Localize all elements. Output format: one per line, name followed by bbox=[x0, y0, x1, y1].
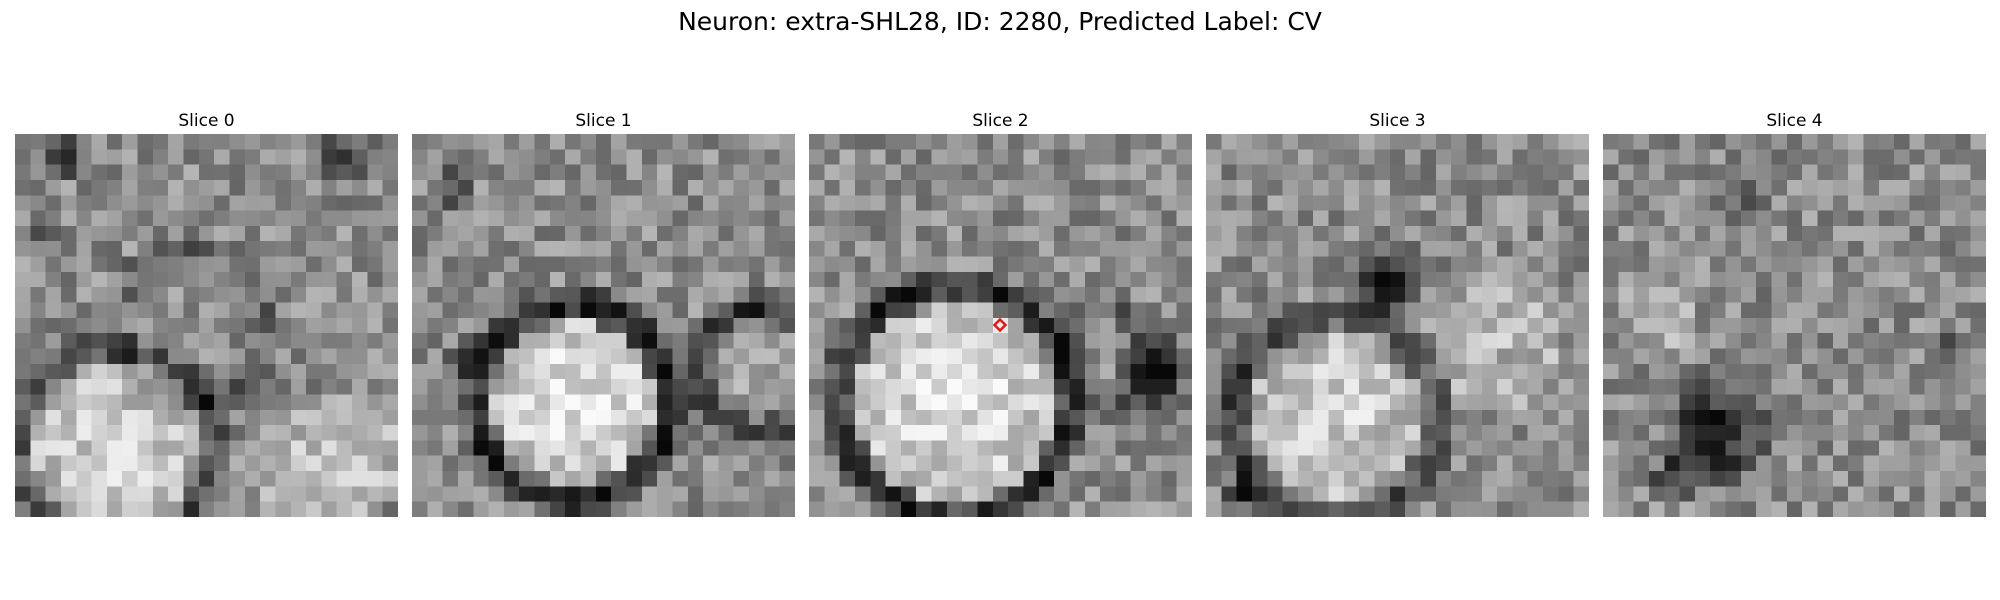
slice-title-4: Slice 4 bbox=[1766, 111, 1823, 131]
slice-title-3: Slice 3 bbox=[1369, 111, 1426, 131]
slice-panel-3: Slice 3 bbox=[1206, 110, 1589, 517]
slice-title-0: Slice 0 bbox=[178, 111, 235, 131]
slice-title-2: Slice 2 bbox=[972, 111, 1029, 131]
slice-title-1: Slice 1 bbox=[575, 111, 632, 131]
marker-overlay bbox=[992, 317, 1008, 333]
figure-title: Neuron: extra-SHL28, ID: 2280, Predicted… bbox=[678, 7, 1322, 36]
slice-image-0 bbox=[15, 134, 398, 517]
slice-panel-1: Slice 1 bbox=[412, 110, 795, 517]
slice-panel-0: Slice 0 bbox=[15, 110, 398, 517]
slice-panel-2: Slice 2 bbox=[809, 110, 1192, 517]
center-marker bbox=[992, 317, 1008, 333]
slice-image-3 bbox=[1206, 134, 1589, 517]
slice-image-1 bbox=[412, 134, 795, 517]
slice-panel-4: Slice 4 bbox=[1603, 110, 1986, 517]
slice-image-4 bbox=[1603, 134, 1986, 517]
slice-image-2 bbox=[809, 134, 1192, 517]
